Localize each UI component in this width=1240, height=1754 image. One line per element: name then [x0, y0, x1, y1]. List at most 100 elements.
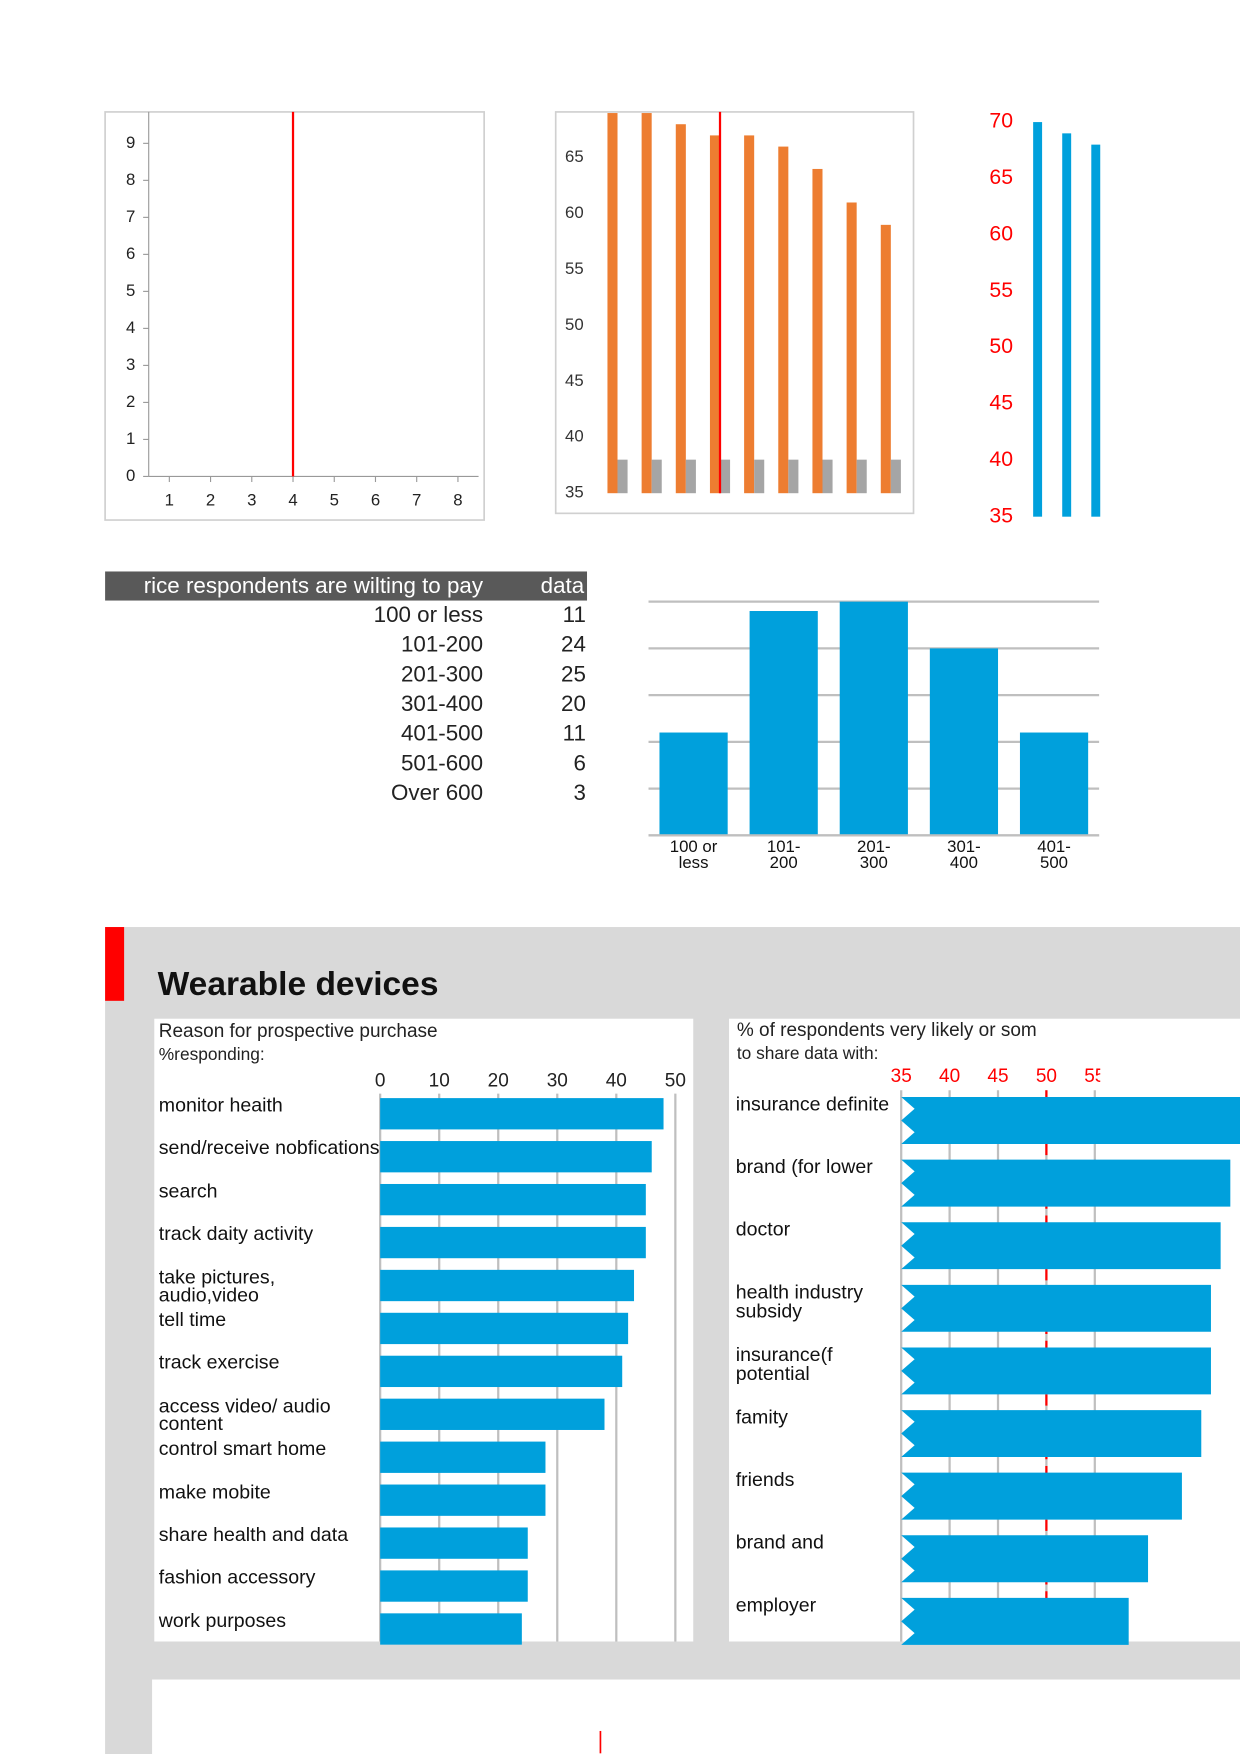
bar	[380, 1398, 605, 1430]
bar	[812, 168, 823, 494]
bar	[380, 1226, 646, 1259]
y-tick-label-box: brand (for lower	[736, 1157, 873, 1176]
y-tick-label: fashion accessory	[158, 1568, 316, 1589]
y-tick-label-box: employer	[735, 1595, 817, 1616]
x-tick-label: 4	[288, 490, 297, 509]
x-tick-label: 50	[665, 1070, 686, 1091]
y-tick-label: 9	[126, 133, 135, 152]
x-tick-label-box: 301-400	[947, 840, 981, 871]
bar	[380, 1141, 652, 1173]
bar	[788, 459, 799, 494]
bar	[380, 1527, 528, 1559]
y-tick-label-box: track daity activity	[159, 1225, 313, 1244]
table-cell: 101-200	[401, 632, 483, 657]
chart: 35 40 45 50 55 60 65 70	[989, 112, 1101, 527]
y-tick-label: 35	[565, 483, 584, 502]
y-tick-label: 3	[126, 355, 135, 374]
bar	[675, 124, 686, 494]
x-tick-label: 50	[1036, 1066, 1057, 1087]
table-cell: 3	[573, 780, 585, 805]
chart-title: Reason for prospective purchase	[159, 1021, 438, 1042]
bar	[880, 224, 891, 494]
x-tick-label: 35	[891, 1066, 912, 1087]
y-tick-label: work purposes	[158, 1611, 287, 1632]
section-title: Wearable devices	[158, 966, 439, 1003]
bar	[901, 1597, 1129, 1645]
bar	[1091, 144, 1101, 517]
y-tick-label: insurance(f potential	[735, 1345, 833, 1384]
y-tick-label: friends	[735, 1470, 795, 1491]
table-header	[105, 571, 588, 601]
chart-frame	[104, 111, 485, 521]
y-tick-label-box: make mobite	[159, 1482, 271, 1501]
x-tick-label: 30	[547, 1070, 568, 1091]
y-tick-label-box: access video/ audio content	[158, 1396, 331, 1436]
y-tick-label: 35	[989, 503, 1013, 527]
y-tick-label-box: insurance(f potential	[735, 1345, 833, 1384]
y-tick-label: 4	[126, 318, 135, 337]
y-tick-label: 10	[117, 96, 136, 115]
x-tick-label: 201-300	[856, 839, 891, 873]
y-tick-label: employer	[735, 1595, 817, 1616]
x-tick-label: 5	[330, 490, 339, 509]
y-tick-label: control smart home	[158, 1439, 327, 1460]
chart-panel	[152, 1679, 1240, 1754]
y-tick-label-box: take pictures, audio,video	[158, 1267, 276, 1307]
y-tick-label: tell time	[158, 1310, 227, 1331]
y-tick-label: 45	[565, 371, 584, 390]
y-tick-label-box: friends	[735, 1470, 795, 1491]
y-tick-label: 6	[126, 244, 135, 263]
y-tick-label-box: control smart home	[158, 1439, 327, 1460]
y-tick-label: 5	[126, 281, 135, 300]
x-tick-label-box: 100 or less	[670, 840, 718, 871]
y-tick-label-box: work purposes	[158, 1611, 287, 1632]
y-tick-label-box: fashion accessory	[158, 1568, 316, 1589]
bar	[641, 113, 652, 494]
y-tick-label: 65	[989, 165, 1013, 189]
x-tick-label-box: 101-200	[767, 840, 801, 871]
x-tick-label: 2	[206, 490, 215, 509]
bar	[380, 1484, 546, 1516]
y-tick-label: access video/ audio content	[158, 1396, 331, 1436]
x-tick-label: 7	[412, 490, 421, 509]
x-tick-label: 10	[429, 1070, 450, 1091]
table-cell: 501-600	[401, 750, 483, 775]
x-tick-label: 55	[1084, 1066, 1105, 1087]
bar	[901, 1410, 1202, 1458]
bar	[929, 648, 999, 836]
y-tick-label: 0	[126, 466, 135, 485]
x-tick-label: 45	[987, 1066, 1008, 1087]
table-cell: 24	[561, 632, 586, 657]
bar	[901, 1472, 1182, 1520]
table-cell: 11	[563, 602, 586, 627]
bar	[380, 1312, 629, 1345]
bar	[839, 601, 908, 836]
chart: Reason for prospective purchase%respondi…	[158, 1021, 686, 1645]
y-tick-label: 50	[565, 315, 584, 334]
section-accent	[105, 927, 125, 1001]
bar	[380, 1183, 646, 1216]
x-tick-label: 1	[165, 490, 174, 509]
table-cell: 25	[561, 661, 586, 686]
y-tick-label: 60	[989, 221, 1013, 245]
bar	[901, 1535, 1149, 1583]
table-cell: 11	[563, 721, 586, 746]
table-cell: Over 600	[391, 780, 483, 805]
bar	[685, 459, 696, 494]
x-tick-label: 0	[375, 1070, 386, 1091]
chart-subtitle: %responding:	[159, 1044, 265, 1064]
chart-title: % of respondents very likely or som	[737, 1020, 1037, 1041]
bar	[380, 1098, 664, 1130]
bar	[1062, 133, 1072, 517]
x-tick-label: 20	[488, 1070, 509, 1091]
bar	[651, 459, 662, 494]
chart-frame	[554, 111, 915, 515]
y-tick-label: 65	[565, 147, 584, 166]
x-tick-label: 40	[606, 1070, 627, 1091]
table-header-cell: rice respondents are wilting to pay	[144, 573, 484, 598]
y-tick-label: take pictures, audio,video	[158, 1267, 276, 1307]
chart: 0 1 2 3 4 5 6 7 8 9 10 1 2 3 4 5 6 7 8	[117, 96, 479, 509]
bar	[901, 1284, 1211, 1332]
